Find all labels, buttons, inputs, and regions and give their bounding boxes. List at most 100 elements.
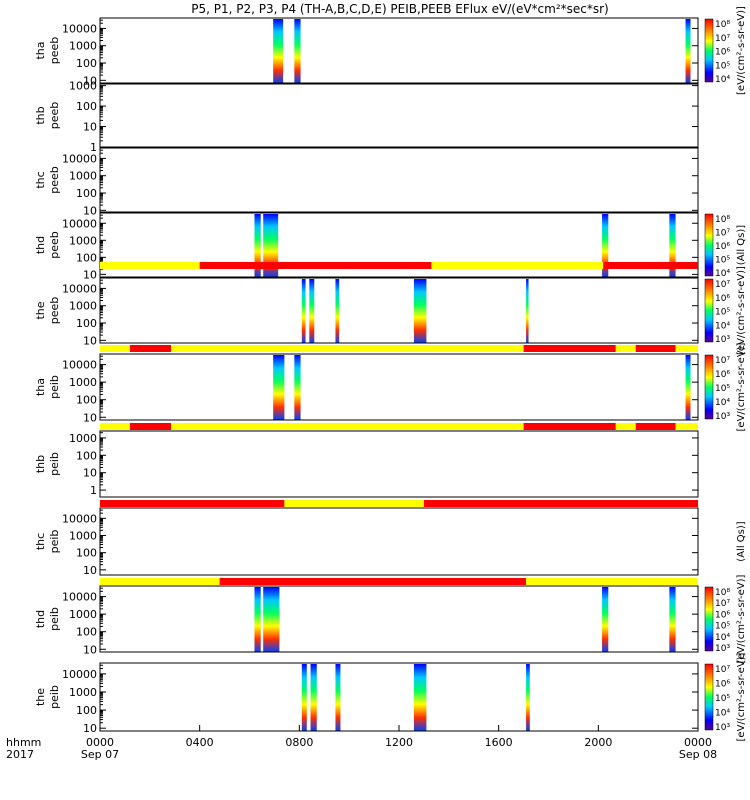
flux-interval xyxy=(413,279,427,343)
spectrogram-panels: 10 100 1000 10000 tha peeb 10⁴ 10⁵ 10⁶ 10⁷ 10⁸ [eV/… xyxy=(34,6,747,742)
flux-interval xyxy=(254,214,261,277)
panel-product-label: peeb xyxy=(48,297,61,325)
panel-product-label: peib xyxy=(48,375,61,399)
flux-interval xyxy=(273,19,284,83)
panel-the-peeb: 10 100 1000 10000 the peeb 10³ 10⁴ 10⁵ 10⁶ 10⁷ [eV/… xyxy=(34,262,747,355)
y-tick-label: 1 xyxy=(90,484,97,497)
colorbar-tick-label: 10⁴ xyxy=(715,269,730,279)
colorbar xyxy=(704,18,714,83)
colorbar-tick-label: 10⁸ xyxy=(715,588,730,598)
colorbar xyxy=(704,213,714,277)
panel-product-label: peeb xyxy=(48,102,61,130)
panel-thb-peeb: 1 10 100 1000 thb peeb xyxy=(34,80,699,154)
y-tick-label: 100 xyxy=(76,251,97,264)
flux-interval xyxy=(335,279,340,343)
y-tick-label: 10000 xyxy=(62,512,97,525)
figure-title: P5, P1, P2, P3, P4 (TH-A,B,C,D,E) PEIB,P… xyxy=(191,2,608,16)
colorbar-tick-label: 10⁷ xyxy=(715,34,730,44)
panel-thb-peib: 1 10 100 1000 thb peib xyxy=(34,423,699,498)
panel-product-label: peeb xyxy=(48,166,61,194)
flux-interval xyxy=(602,214,609,277)
y-tick-label: 10000 xyxy=(62,668,97,681)
x-tick-label: 1200 xyxy=(385,736,413,749)
panel-frame xyxy=(99,507,699,576)
mode-segment xyxy=(603,262,698,269)
x-tick-label: 2000 xyxy=(584,736,612,749)
colorbar-tick-label: 10⁶ xyxy=(715,294,730,304)
panel-product-label: peib xyxy=(48,530,61,554)
colorbar-label: [eV/(cm²-s-sr-eV)] xyxy=(736,6,747,95)
colorbar-tick-label: 10⁶ xyxy=(715,242,730,252)
mode-segment xyxy=(431,262,604,269)
mode-segment xyxy=(129,345,172,352)
y-tick-label: 100 xyxy=(76,187,97,200)
y-tick-label: 10 xyxy=(83,268,97,281)
colorbar-tick-label: 10⁶ xyxy=(715,370,730,380)
y-tick-label: 1000 xyxy=(69,608,97,621)
y-tick-label: 100 xyxy=(76,100,97,113)
x-tick-label: 1600 xyxy=(485,736,513,749)
colorbar-label: [eV/(cm²-s-sr-eV)] xyxy=(736,266,747,355)
y-tick-label: 100 xyxy=(76,394,97,407)
flux-interval xyxy=(263,214,279,277)
y-tick-label: 100 xyxy=(76,547,97,560)
x-tick-label: 0000 xyxy=(684,736,712,749)
colorbar-tick-label: 10⁵ xyxy=(715,384,730,394)
panel-probe-label: tha xyxy=(34,378,47,396)
y-tick-label: 10 xyxy=(83,74,97,87)
colorbar-tick-label: 10⁴ xyxy=(715,321,730,331)
panel-product-label: peib xyxy=(48,452,61,476)
panel-probe-label: thc xyxy=(34,533,47,550)
y-tick-label: 1000 xyxy=(69,170,97,183)
panel-frame xyxy=(99,17,699,84)
colorbar xyxy=(704,586,714,652)
panel-product-label: peib xyxy=(48,685,61,709)
panel-the-peib: 10 100 1000 10000 the peib 10³ 10⁴ 10⁵ 10⁶ 10⁷ [eV/… xyxy=(34,652,747,741)
y-tick-label: 1000 xyxy=(69,432,97,445)
panel-thc-peeb: 10 100 1000 10000 thc peeb xyxy=(34,147,699,217)
y-tick-label: 100 xyxy=(76,626,97,639)
colorbar-tick-label: 10³ xyxy=(715,412,730,422)
mode-segment xyxy=(675,423,698,430)
colorbar-tick-label: 10⁴ xyxy=(715,633,730,643)
x-tick-label: 0800 xyxy=(285,736,313,749)
y-tick-label: 10 xyxy=(83,204,97,217)
x-row-label: hhmm xyxy=(6,736,41,749)
y-tick-label: 10 xyxy=(83,643,97,656)
mode-segment xyxy=(100,262,200,269)
panel-frame xyxy=(99,353,699,421)
colorbar-tick-label: 10⁸ xyxy=(715,20,730,30)
flux-interval xyxy=(301,279,306,343)
flux-interval xyxy=(301,664,307,731)
mode-segment xyxy=(615,345,636,352)
flux-interval xyxy=(309,279,315,343)
panel-product-label: peib xyxy=(48,607,61,631)
y-tick-label: 100 xyxy=(76,317,97,330)
flux-interval xyxy=(526,664,530,731)
flux-interval xyxy=(294,19,301,83)
mode-segment xyxy=(284,500,424,507)
mode-segment xyxy=(523,345,616,352)
colorbar xyxy=(704,278,714,343)
colorbar-tick-label: 10⁴ xyxy=(715,709,730,719)
y-tick-label: 1000 xyxy=(69,300,97,313)
flux-interval xyxy=(669,587,676,652)
y-tick-label: 1000 xyxy=(69,530,97,543)
x-date-label: Sep 08 xyxy=(679,748,717,761)
colorbar-tick-label: 10⁴ xyxy=(715,398,730,408)
panel-frame xyxy=(99,147,699,213)
panel-frame xyxy=(99,277,699,344)
mode-segment xyxy=(171,423,524,430)
colorbar-label: [eV/(cm²-s-sr-eV)] xyxy=(736,342,747,431)
y-tick-label: 1 xyxy=(90,141,97,154)
mode-segment xyxy=(100,578,220,585)
y-tick-label: 10000 xyxy=(62,22,97,35)
colorbar-label: [eV/(cm²-s-sr-eV)] xyxy=(736,652,747,741)
panel-probe-label: the xyxy=(34,688,47,706)
y-tick-label: 10000 xyxy=(62,217,97,230)
y-tick-label: 100 xyxy=(76,449,97,462)
mode-segment xyxy=(635,423,676,430)
y-tick-label: 100 xyxy=(76,704,97,717)
mode-segment xyxy=(635,345,676,352)
